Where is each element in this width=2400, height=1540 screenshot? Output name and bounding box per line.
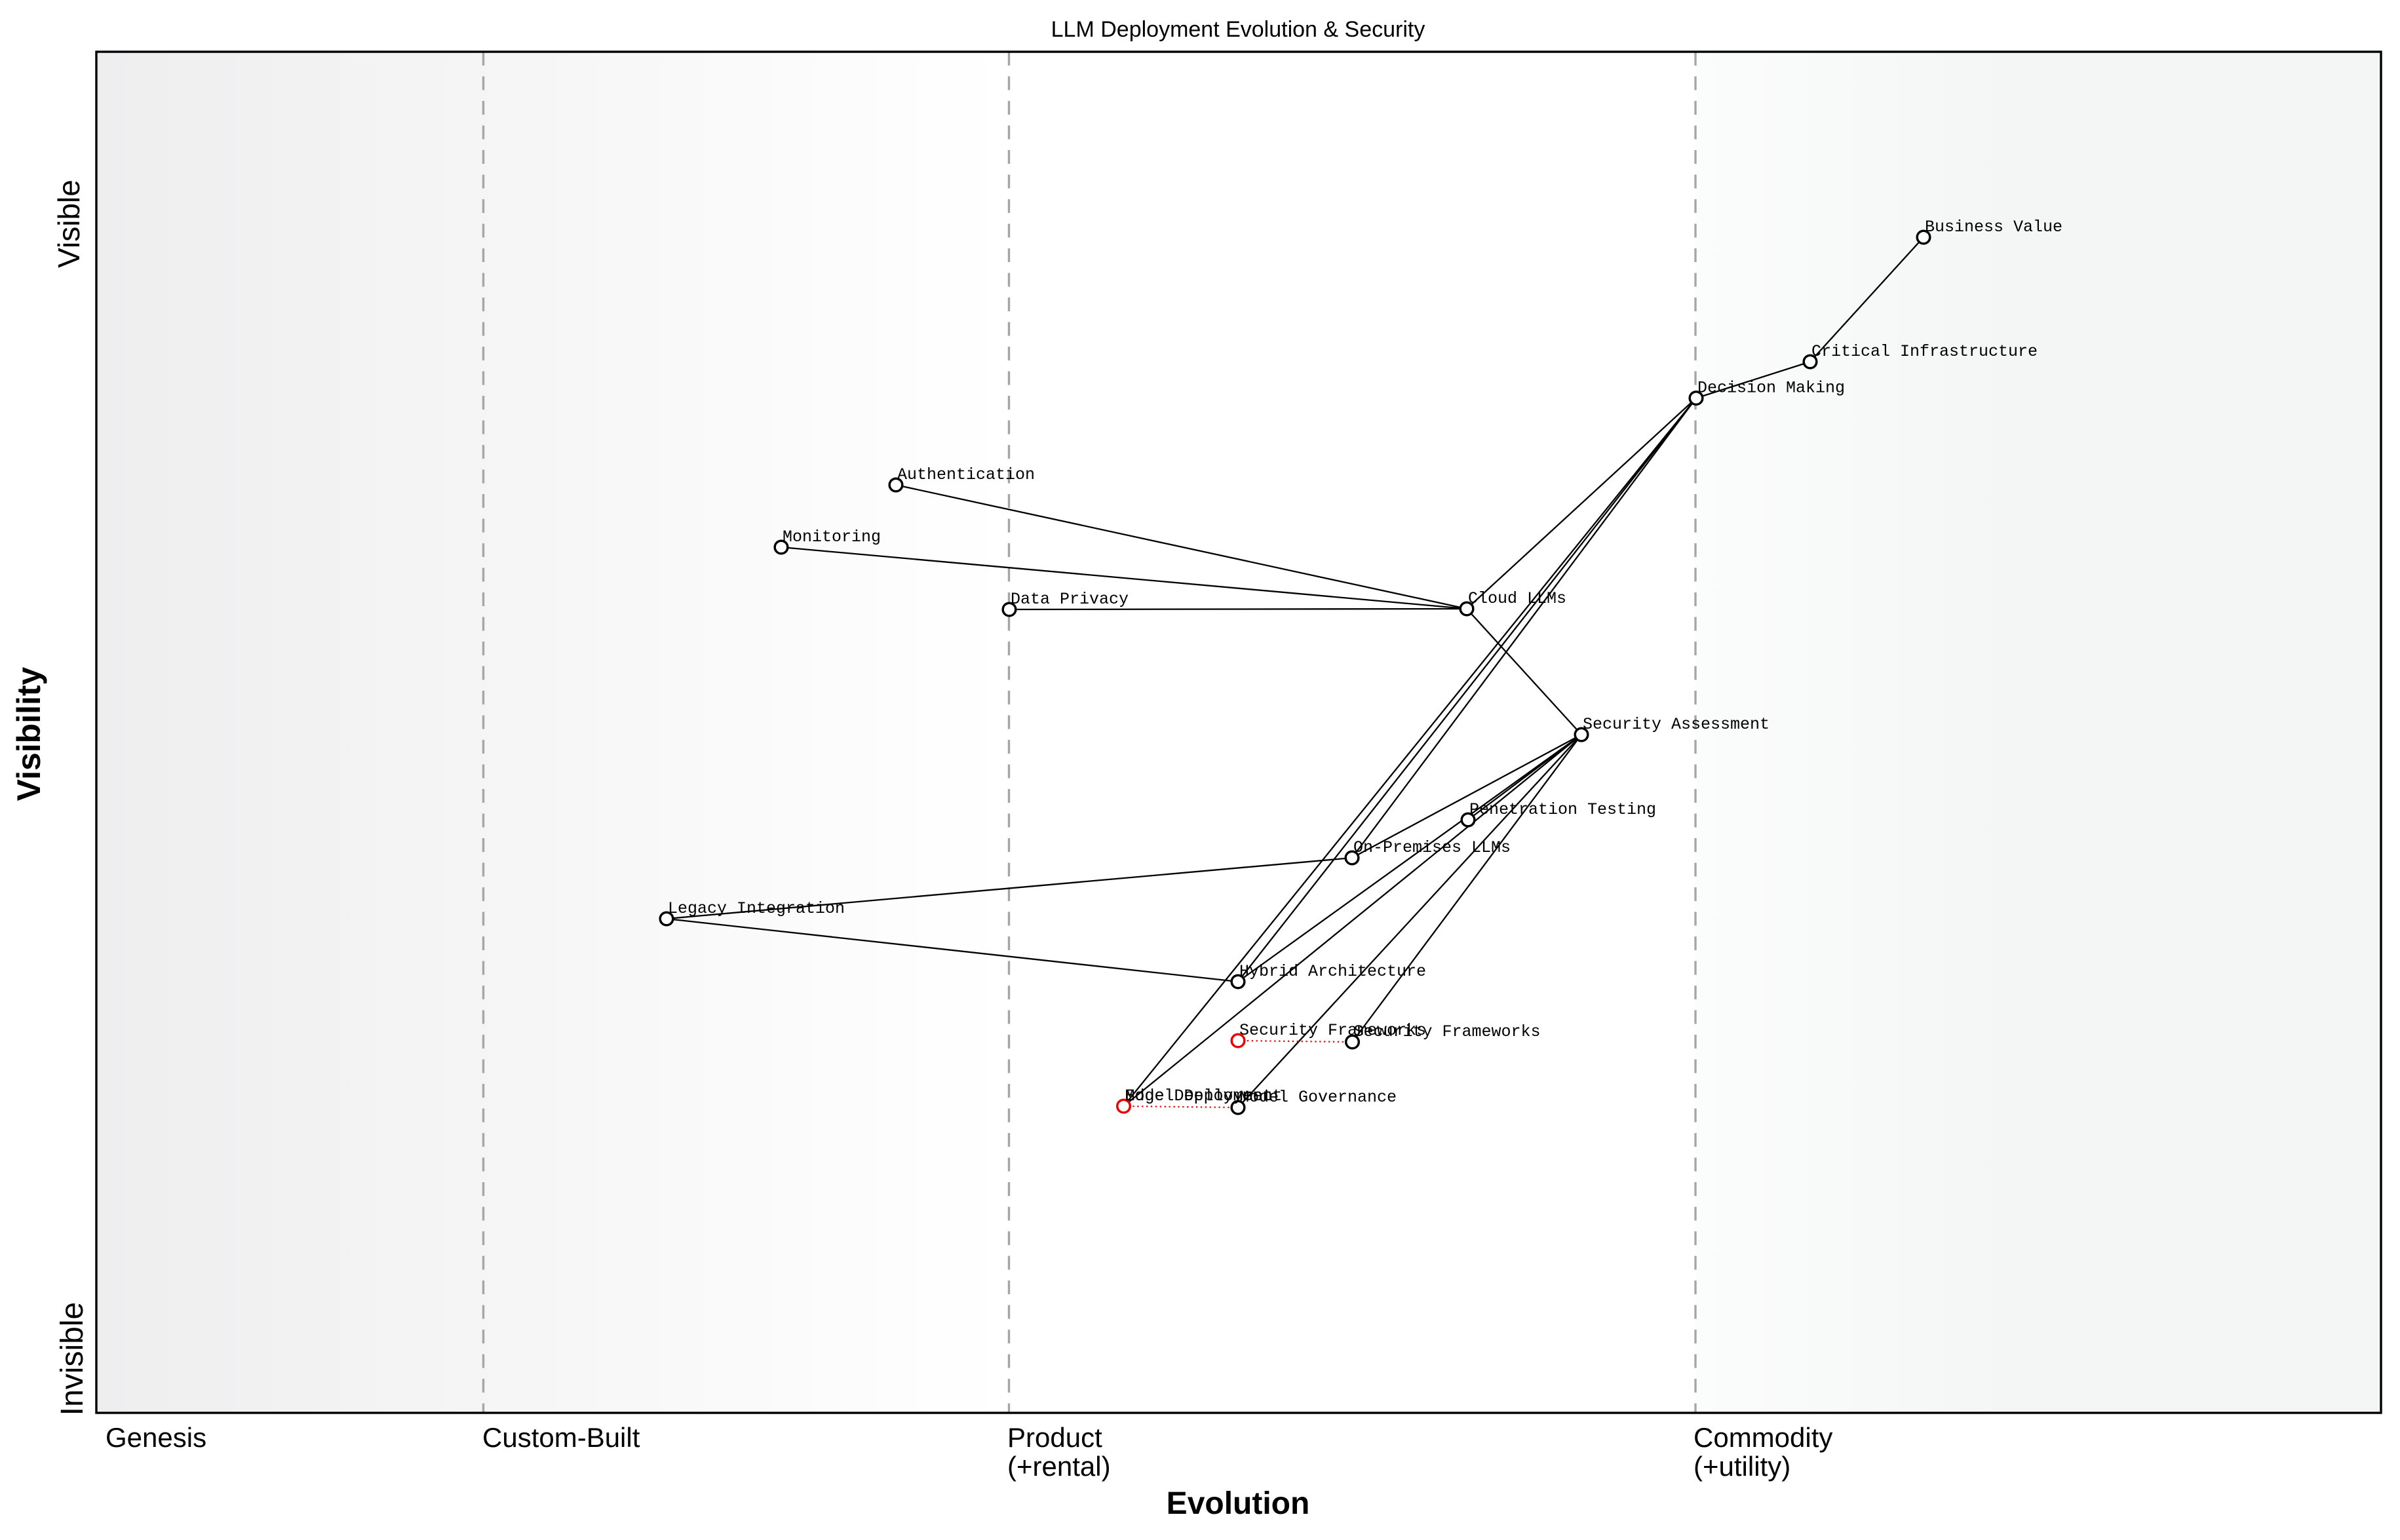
svg-text:Invisible: Invisible: [55, 1302, 90, 1415]
svg-text:(+utility): (+utility): [1694, 1451, 1790, 1482]
svg-text:Visibility: Visibility: [10, 666, 47, 801]
svg-text:Authentication: Authentication: [897, 465, 1035, 484]
svg-text:Cloud LLMs: Cloud LLMs: [1468, 589, 1566, 608]
svg-text:Security Frameworks: Security Frameworks: [1239, 1021, 1426, 1040]
svg-text:Custom-Built: Custom-Built: [482, 1422, 640, 1453]
svg-text:Critical Infrastructure: Critical Infrastructure: [1811, 342, 2038, 361]
svg-text:Data Privacy: Data Privacy: [1011, 590, 1129, 609]
svg-text:LLM Deployment Evolution & Sec: LLM Deployment Evolution & Security: [1051, 17, 1425, 42]
svg-text:(+rental): (+rental): [1007, 1451, 1111, 1482]
svg-text:Security Frameworks: Security Frameworks: [1354, 1022, 1541, 1041]
svg-text:Visible: Visible: [52, 180, 86, 268]
svg-text:Commodity: Commodity: [1694, 1422, 1832, 1453]
svg-text:Decision Making: Decision Making: [1697, 379, 1845, 398]
svg-text:Business Value: Business Value: [1925, 218, 2062, 237]
svg-text:Product: Product: [1007, 1422, 1102, 1453]
svg-text:Hybrid Architecture: Hybrid Architecture: [1239, 962, 1426, 981]
svg-text:Model Governance: Model Governance: [1239, 1088, 1397, 1107]
svg-text:On-Premises LLMs: On-Premises LLMs: [1353, 838, 1511, 857]
svg-text:Legacy Integration: Legacy Integration: [668, 899, 845, 918]
svg-text:Monitoring: Monitoring: [783, 528, 881, 547]
svg-text:Model Deployment: Model Deployment: [1125, 1087, 1283, 1106]
svg-text:Edge Deployment: Edge Deployment: [1125, 1087, 1273, 1106]
svg-text:Genesis: Genesis: [106, 1422, 206, 1453]
svg-text:Security Assessment: Security Assessment: [1583, 715, 1770, 734]
svg-text:Evolution: Evolution: [1167, 1486, 1310, 1521]
svg-text:Penetration Testing: Penetration Testing: [1469, 800, 1656, 819]
